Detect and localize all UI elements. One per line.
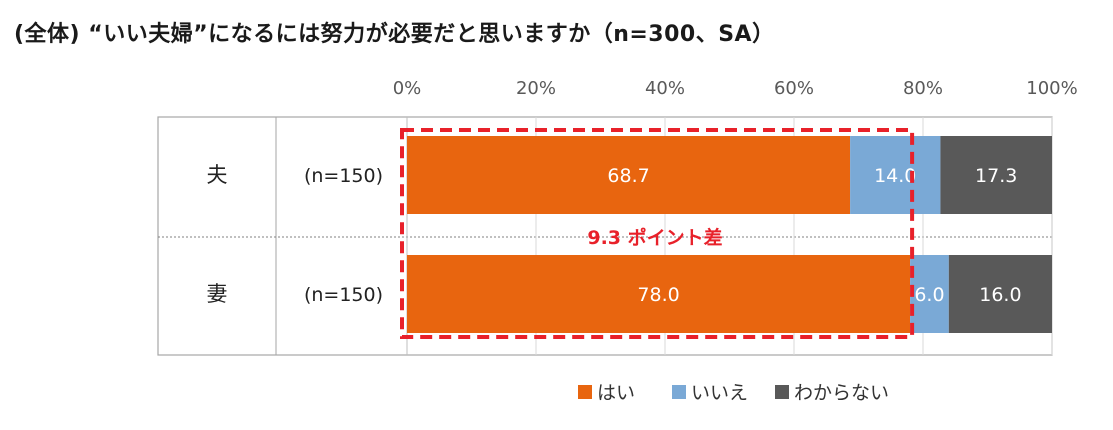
chart-title: (全体) “いい夫婦”になるには努力が必要だと思いますか（n=300、SA） xyxy=(14,22,775,47)
x-tick-label: 20% xyxy=(516,78,556,99)
bar-segment xyxy=(407,136,851,214)
bar-segment xyxy=(407,255,911,333)
legend-label: いいえ xyxy=(691,382,748,404)
data-label: 78.0 xyxy=(637,284,679,306)
legend-swatch xyxy=(775,385,789,399)
x-axis-ticks: 0% 20% 40% 60% 80% 100% xyxy=(393,78,1078,99)
bars: 68.7 14.0 17.3 78.0 6.0 16.0 xyxy=(407,136,1052,333)
legend: はい いいえ わからない xyxy=(578,382,889,404)
category-labels: 夫 (n=150) 妻 (n=150) xyxy=(207,163,384,306)
bar-segment xyxy=(910,255,949,333)
highlight-box xyxy=(400,128,915,339)
x-tick-label: 40% xyxy=(645,78,685,99)
data-label: 68.7 xyxy=(607,165,649,187)
data-label: 17.3 xyxy=(975,165,1017,187)
x-tick-label: 60% xyxy=(774,78,814,99)
sample-size-label: (n=150) xyxy=(304,284,383,306)
annotation: 9.3 ポイント差 xyxy=(400,128,915,339)
legend-swatch xyxy=(578,385,592,399)
bar-segment xyxy=(940,136,1052,214)
category-label: 夫 xyxy=(207,163,228,187)
data-label: 16.0 xyxy=(979,284,1021,306)
bar-segment xyxy=(850,136,941,214)
legend-swatch xyxy=(672,385,686,399)
data-label: 6.0 xyxy=(914,284,944,306)
bar-segment xyxy=(948,255,1052,333)
category-label: 妻 xyxy=(207,282,228,306)
x-tick-label: 100% xyxy=(1026,78,1077,99)
x-tick-label: 0% xyxy=(393,78,422,99)
legend-label: わからない xyxy=(794,382,889,404)
data-label: 14.0 xyxy=(874,165,916,187)
legend-label: はい xyxy=(597,382,635,404)
difference-annotation: 9.3 ポイント差 xyxy=(587,226,722,249)
sample-size-label: (n=150) xyxy=(304,165,383,187)
x-tick-label: 80% xyxy=(903,78,943,99)
